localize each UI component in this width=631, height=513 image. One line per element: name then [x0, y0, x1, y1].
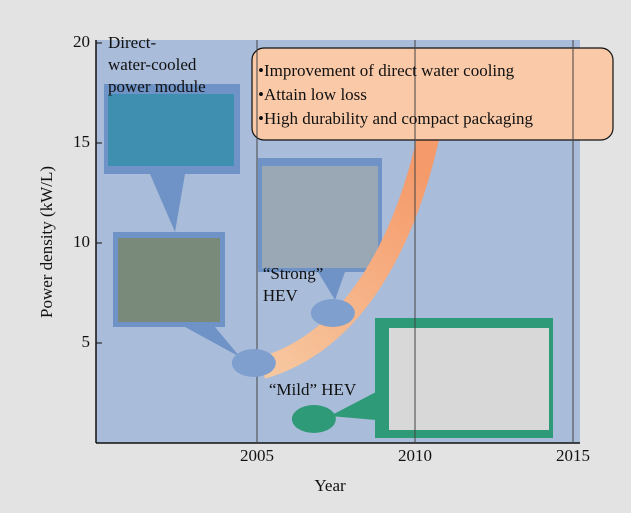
- point-label: HEV: [263, 286, 299, 305]
- x-tick-label: 2015: [556, 446, 590, 465]
- module-label: water-cooled: [108, 55, 197, 74]
- y-tick-label: 10: [73, 232, 90, 251]
- improvement-item: •High durability and compact packaging: [258, 109, 534, 128]
- improvement-item: •Attain low loss: [258, 85, 367, 104]
- point-label: “Mild” HEV: [269, 380, 357, 399]
- data-point: [292, 405, 336, 433]
- chart: Year Power density (kW/L) 20052010201551…: [0, 0, 631, 513]
- improvement-item: •Improvement of direct water cooling: [258, 61, 515, 80]
- y-tick-label: 20: [73, 32, 90, 51]
- x-axis-title: Year: [314, 476, 346, 495]
- y-axis-title: Power density (kW/L): [37, 166, 56, 318]
- x-tick-label: 2010: [398, 446, 432, 465]
- module-label: Direct-: [108, 33, 156, 52]
- data-point: [232, 349, 276, 377]
- x-tick-label: 2005: [240, 446, 274, 465]
- point-label: “Strong”: [263, 264, 323, 283]
- data-point: [311, 299, 355, 327]
- y-tick-label: 15: [73, 132, 90, 151]
- module-label: power module: [108, 77, 206, 96]
- y-tick-label: 5: [82, 332, 91, 351]
